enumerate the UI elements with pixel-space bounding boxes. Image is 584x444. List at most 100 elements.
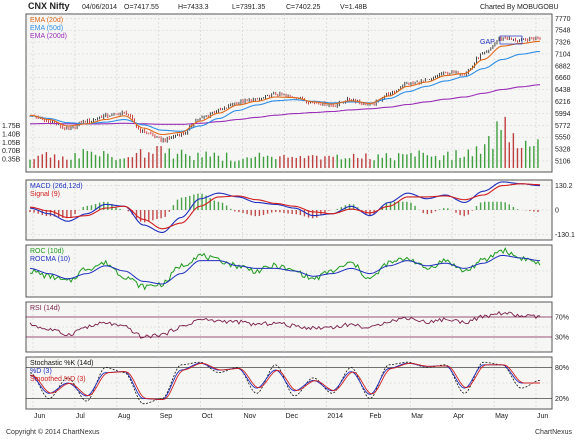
volume-bar bbox=[357, 158, 358, 168]
volume-bar bbox=[337, 155, 338, 168]
volume-bar bbox=[197, 153, 198, 168]
x-tick-label: Jul bbox=[76, 413, 85, 420]
macd-histogram-bar bbox=[517, 209, 518, 210]
macd-histogram-bar bbox=[337, 209, 338, 210]
volume-bar bbox=[173, 159, 174, 168]
macd-histogram-bar bbox=[29, 210, 30, 212]
x-tick-label: 2014 bbox=[327, 413, 343, 420]
volume-bar bbox=[111, 157, 112, 168]
volume-bar bbox=[238, 160, 239, 168]
macd-histogram-bar bbox=[242, 210, 243, 213]
price-tick-label: 7548 bbox=[555, 28, 571, 35]
macd-histogram-bar bbox=[472, 210, 473, 211]
macd-histogram-bar bbox=[509, 204, 510, 210]
price-tick-label: 7326 bbox=[555, 40, 571, 47]
volume-bar bbox=[226, 153, 227, 168]
price-tick-label: 6438 bbox=[555, 87, 571, 94]
volume-bar bbox=[62, 156, 63, 168]
macd-histogram-bar bbox=[128, 210, 129, 211]
macd-histogram-bar bbox=[87, 206, 88, 210]
macd-histogram-bar bbox=[164, 210, 165, 217]
macd-histogram-bar bbox=[70, 210, 71, 217]
volume-tick-label: 1.40B bbox=[2, 131, 21, 138]
volume-bar bbox=[394, 160, 395, 168]
volume-bar bbox=[410, 153, 411, 168]
price-tick-label: 5106 bbox=[555, 158, 571, 165]
macd-histogram-bar bbox=[492, 202, 493, 210]
volume-bar bbox=[46, 152, 47, 168]
volume-bar bbox=[255, 157, 256, 168]
macd-histogram-bar bbox=[304, 210, 305, 216]
volume-bar bbox=[287, 158, 288, 168]
macd-histogram-bar bbox=[287, 210, 288, 214]
macd-histogram-bar bbox=[529, 210, 530, 211]
macd-histogram-bar bbox=[226, 206, 227, 210]
volume-bar bbox=[271, 157, 272, 168]
volume-bar bbox=[230, 161, 231, 168]
legend-roc: ROC (10d) bbox=[30, 248, 64, 255]
macd-histogram-bar bbox=[185, 197, 186, 210]
volume-bar bbox=[107, 154, 108, 168]
macd-histogram-bar bbox=[291, 210, 292, 214]
macd-histogram-bar bbox=[218, 202, 219, 210]
volume-bar bbox=[488, 136, 489, 168]
volume-bar bbox=[418, 151, 419, 168]
x-tick-label: Sep bbox=[160, 413, 173, 420]
macd-histogram-bar bbox=[251, 210, 252, 215]
volume-bar bbox=[234, 162, 235, 168]
price-tick-label: 7770 bbox=[555, 16, 571, 23]
volume-bar bbox=[345, 158, 346, 168]
volume-bar bbox=[529, 146, 530, 168]
macd-histogram-bar bbox=[427, 210, 428, 214]
volume-bar bbox=[435, 156, 436, 168]
macd-histogram-bar bbox=[296, 210, 297, 214]
x-tick-label: Jun bbox=[34, 413, 45, 420]
volume-bar bbox=[103, 151, 104, 168]
volume-bar bbox=[91, 152, 92, 168]
volume-bar bbox=[312, 155, 313, 168]
macd-histogram-bar bbox=[267, 210, 268, 214]
macd-histogram-bar bbox=[468, 210, 469, 215]
volume-bar bbox=[66, 160, 67, 168]
rsi-tick-label: 70% bbox=[555, 315, 569, 322]
x-tick-label: May bbox=[495, 413, 509, 420]
price-tick-label: 5772 bbox=[555, 123, 571, 130]
macd-histogram-bar bbox=[74, 210, 75, 214]
macd-histogram-bar bbox=[423, 210, 424, 213]
macd-histogram-bar bbox=[148, 210, 149, 222]
macd-histogram-bar bbox=[214, 201, 215, 210]
macd-histogram-bar bbox=[222, 203, 223, 210]
volume-bar bbox=[275, 159, 276, 168]
volume-bar bbox=[398, 153, 399, 168]
volume-bar bbox=[324, 156, 325, 168]
volume-bar bbox=[70, 160, 71, 168]
macd-histogram-bar bbox=[279, 210, 280, 212]
price-tick-label: 5328 bbox=[555, 147, 571, 154]
volume-bar bbox=[504, 117, 505, 168]
gap-annotation: GAP bbox=[480, 39, 495, 46]
macd-histogram-bar bbox=[324, 210, 325, 213]
volume-bar bbox=[283, 155, 284, 168]
price-tick-label: 6216 bbox=[555, 99, 571, 106]
volume-bar bbox=[304, 158, 305, 168]
volume-bar bbox=[136, 153, 137, 168]
volume-bar bbox=[509, 142, 510, 168]
volume-bar bbox=[369, 159, 370, 168]
macd-tick-label: 0 bbox=[555, 208, 559, 215]
volume-bar bbox=[447, 152, 448, 168]
macd-histogram-bar bbox=[455, 210, 456, 213]
legend-ema20: EMA (20d) bbox=[30, 17, 63, 24]
macd-histogram-bar bbox=[414, 206, 415, 210]
volume-bar bbox=[210, 157, 211, 168]
volume-bar bbox=[156, 146, 157, 168]
volume-bar bbox=[29, 160, 30, 168]
macd-histogram-bar bbox=[263, 210, 264, 215]
volume-bar bbox=[83, 149, 84, 168]
macd-histogram-bar bbox=[459, 210, 460, 215]
charted-by: Charted By MOBUGOBU bbox=[480, 4, 559, 11]
macd-histogram-bar bbox=[255, 210, 256, 216]
macd-histogram-bar bbox=[316, 210, 317, 218]
legend-stoch-d: %D (3) bbox=[30, 368, 52, 375]
volume-bar bbox=[472, 156, 473, 168]
macd-histogram-bar bbox=[488, 202, 489, 210]
